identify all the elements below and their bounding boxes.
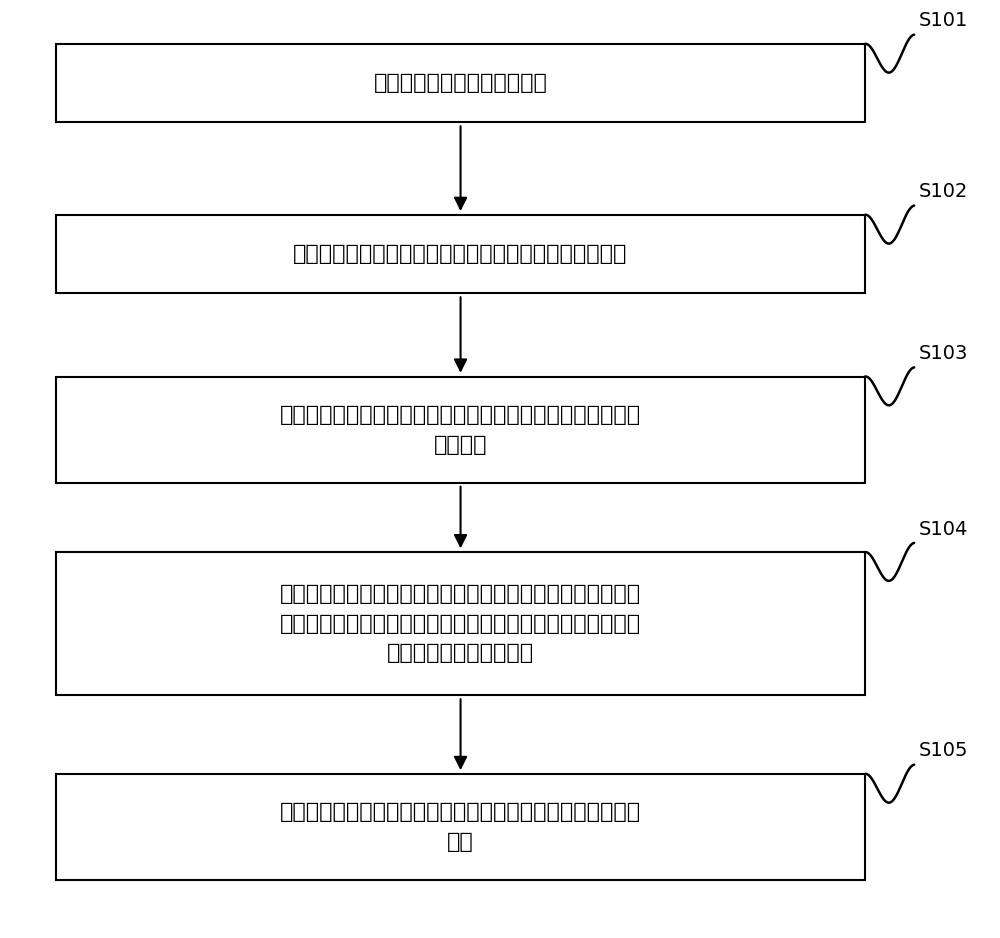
Bar — [56, 44, 865, 123]
Text: 根据道路参数，分别计算不同制动力分配方式对应的权重: 根据道路参数，分别计算不同制动力分配方式对应的权重 — [293, 244, 628, 265]
Bar — [56, 774, 865, 880]
Text: 获取列车所在路段的道路参数: 获取列车所在路段的道路参数 — [374, 73, 547, 93]
Text: S101: S101 — [919, 11, 968, 30]
Bar — [56, 215, 865, 294]
Text: S105: S105 — [919, 741, 969, 761]
Bar — [56, 376, 865, 483]
Text: S104: S104 — [919, 520, 968, 538]
Text: 根据不同制动力分配方式对应的权重以及采用不同制动力分配
方式进行制动力分配时各个轮轴对应的制动力，计算列车中各
个轮轴对应的综合制动力: 根据不同制动力分配方式对应的权重以及采用不同制动力分配 方式进行制动力分配时各个… — [280, 584, 641, 663]
Bar — [56, 552, 865, 695]
Text: 根据列车中各个轮轴对应的综合制动力分配列车各个轮轴的制
动力: 根据列车中各个轮轴对应的综合制动力分配列车各个轮轴的制 动力 — [280, 802, 641, 852]
Text: S102: S102 — [919, 182, 968, 202]
Text: S103: S103 — [919, 344, 968, 363]
Text: 获取采用不同制动力分配方式进行制动力分配时各个轮轴对应
的制动力: 获取采用不同制动力分配方式进行制动力分配时各个轮轴对应 的制动力 — [280, 405, 641, 455]
